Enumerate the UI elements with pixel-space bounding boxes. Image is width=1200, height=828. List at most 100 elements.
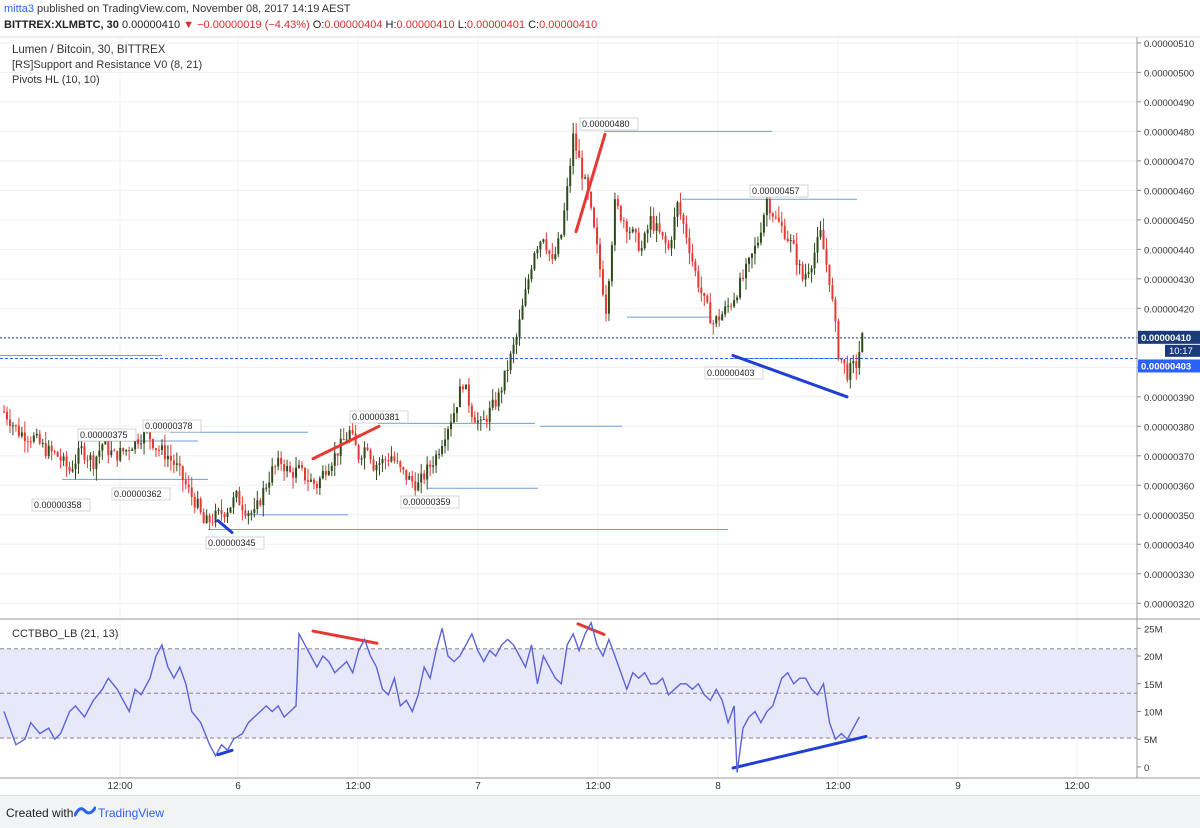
candle-body: [318, 478, 321, 489]
candle-body: [789, 239, 792, 242]
candle-body: [745, 263, 748, 279]
price-tick-label: 0.00000360: [1144, 481, 1194, 492]
candle-body: [202, 512, 205, 524]
candle-body: [214, 510, 217, 523]
candle-body: [74, 463, 77, 470]
pivot-label: 0.00000381: [352, 412, 400, 422]
candle-body: [360, 458, 363, 460]
candle-body: [795, 243, 798, 266]
price-chart[interactable]: 0.00000375 0.00000378 0.00000358 0.00000362…: [0, 0, 1200, 795]
candle-body: [691, 253, 694, 262]
candle-body: [816, 237, 819, 253]
candle-body: [485, 418, 488, 422]
candle-body: [140, 443, 143, 445]
candle-body: [834, 299, 837, 322]
candle-body: [768, 199, 771, 214]
author-link[interactable]: mitta3: [4, 3, 34, 15]
osc-divergence-blue: [216, 748, 234, 757]
candle-body: [750, 253, 753, 258]
time-tick-label: 7: [475, 781, 481, 792]
candle-body: [178, 463, 181, 467]
pivot-label-box: [579, 117, 639, 131]
candle-body: [798, 264, 801, 266]
candle-body: [771, 213, 774, 217]
candle-body: [289, 465, 292, 472]
candle-body: [849, 363, 852, 380]
candle-body: [149, 428, 152, 440]
candle-body: [116, 450, 119, 461]
candle-body: [482, 418, 485, 420]
candle-body: [333, 453, 336, 466]
candle-body: [53, 451, 56, 453]
chart-header: mitta3 published on TradingView.com, Nov…: [0, 0, 1200, 37]
candle-body: [670, 239, 673, 249]
price-tick-label: 0.00000500: [1144, 68, 1194, 79]
candle-body: [250, 512, 253, 514]
candle-body: [756, 242, 759, 246]
candle-body: [262, 487, 265, 506]
candle-body: [187, 484, 190, 488]
tradingview-brand[interactable]: TradingView: [98, 806, 165, 820]
candle-body: [536, 249, 539, 254]
candle-body: [792, 239, 795, 244]
candle-body: [619, 206, 622, 221]
candle-body: [3, 411, 5, 413]
candle-body: [327, 470, 330, 475]
pivot-label-box: [749, 184, 809, 198]
candle-body: [581, 157, 584, 179]
candle-body: [682, 214, 685, 224]
candle-body: [402, 467, 405, 470]
candle-body: [71, 469, 74, 472]
candle-body: [721, 314, 724, 321]
candle-body: [217, 509, 220, 511]
candle-body: [515, 336, 518, 345]
candle-body: [470, 405, 473, 418]
candle-body: [488, 407, 491, 422]
candle-body: [506, 370, 509, 372]
candle-body: [175, 463, 178, 465]
osc-tick-label: 0: [1144, 763, 1149, 774]
candle-body: [238, 491, 241, 506]
candle-body: [587, 177, 590, 193]
candle-body: [241, 505, 244, 511]
candle-body: [503, 370, 506, 391]
candle-body: [584, 177, 587, 179]
candle-body: [655, 223, 658, 231]
tradingview-logo-icon: [74, 806, 96, 817]
candle-body: [828, 264, 831, 286]
candle-body: [143, 430, 146, 444]
price-tick-label: 0.00000440: [1144, 245, 1194, 256]
candle-body: [280, 457, 283, 465]
candle-body: [80, 446, 83, 449]
candle-body: [32, 435, 35, 442]
candle-body: [420, 473, 423, 483]
candle-body: [357, 445, 360, 460]
candle-body: [727, 305, 730, 307]
candle-body: [807, 272, 810, 275]
candle-body: [634, 229, 637, 233]
candle-body: [604, 294, 607, 314]
low-value: 0.00000401: [466, 19, 526, 31]
candle-body: [435, 454, 438, 466]
price-divergence-blue: [216, 519, 234, 534]
candle-body: [235, 491, 238, 498]
candle-body: [363, 447, 366, 459]
candle-body: [128, 450, 131, 452]
candle-body: [822, 230, 825, 250]
price-tick-label: 0.00000380: [1144, 422, 1194, 433]
candle-body: [223, 514, 226, 517]
candle-body: [244, 510, 247, 516]
candle-body: [539, 241, 542, 250]
candle-body: [777, 217, 780, 222]
candle-body: [688, 237, 691, 254]
candle-body: [500, 390, 503, 393]
pivot-label: 0.00000358: [34, 500, 82, 510]
candle-body: [336, 453, 339, 456]
candle-body: [518, 319, 521, 337]
candle-body: [378, 463, 381, 465]
candle-body: [390, 456, 393, 462]
current-price-tag-text: 0.00000410: [1141, 333, 1191, 344]
candle-body: [736, 297, 739, 301]
marker-price-tag: [1138, 359, 1200, 373]
candle-body: [157, 449, 160, 451]
